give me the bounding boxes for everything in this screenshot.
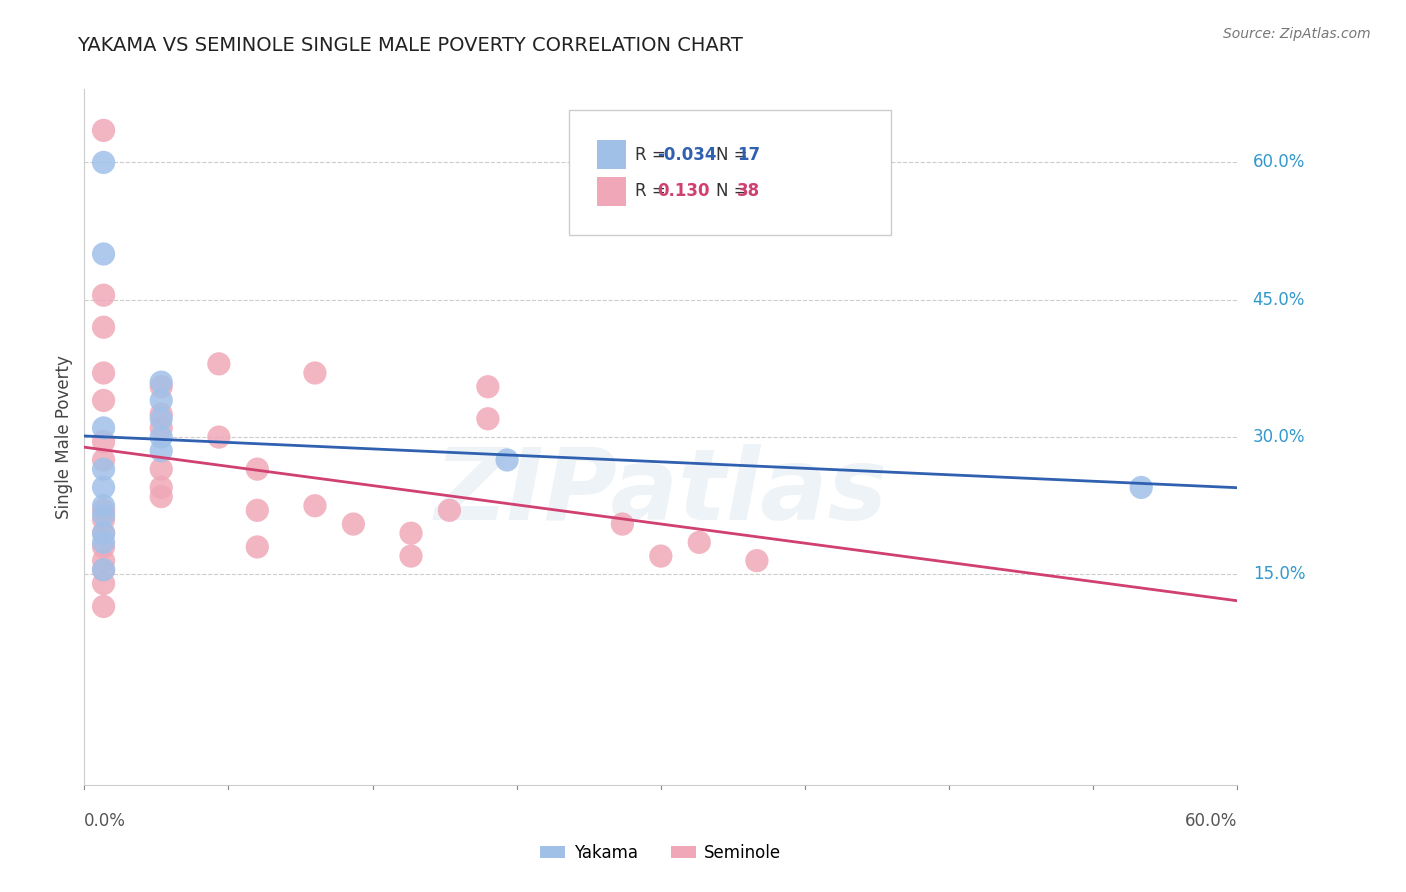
Point: [150, 393, 173, 408]
Point: [93, 320, 115, 334]
Text: R =: R =: [636, 145, 672, 163]
Point: [93, 155, 115, 169]
Point: [150, 462, 173, 476]
Point: [93, 247, 115, 261]
Point: [93, 421, 115, 435]
Point: [1130, 480, 1153, 494]
Point: [150, 411, 173, 425]
Text: Source: ZipAtlas.com: Source: ZipAtlas.com: [1223, 27, 1371, 41]
Point: [477, 411, 499, 425]
Point: [150, 443, 173, 458]
Point: [150, 421, 173, 435]
Text: 17: 17: [737, 145, 761, 163]
Point: [93, 576, 115, 591]
Point: [650, 549, 672, 563]
Point: [93, 503, 115, 517]
Text: 0.130: 0.130: [658, 183, 710, 201]
Point: [93, 288, 115, 302]
Point: [93, 512, 115, 526]
Y-axis label: Single Male Poverty: Single Male Poverty: [55, 355, 73, 519]
Text: YAKAMA VS SEMINOLE SINGLE MALE POVERTY CORRELATION CHART: YAKAMA VS SEMINOLE SINGLE MALE POVERTY C…: [77, 36, 744, 54]
Point: [93, 499, 115, 513]
Text: -0.034: -0.034: [658, 145, 717, 163]
Point: [150, 480, 173, 494]
Text: 0.0%: 0.0%: [84, 813, 127, 830]
Point: [496, 453, 519, 467]
Point: [93, 526, 115, 541]
Point: [150, 375, 173, 389]
Point: [246, 503, 269, 517]
FancyBboxPatch shape: [598, 140, 626, 169]
Point: [246, 462, 269, 476]
Point: [93, 563, 115, 577]
Text: 60.0%: 60.0%: [1253, 153, 1305, 171]
Point: [93, 563, 115, 577]
Point: [612, 516, 634, 531]
Point: [93, 599, 115, 614]
Text: 45.0%: 45.0%: [1253, 291, 1305, 309]
Point: [93, 462, 115, 476]
Text: 60.0%: 60.0%: [1185, 813, 1237, 830]
Point: [93, 366, 115, 380]
Point: [93, 526, 115, 541]
Point: [745, 554, 768, 568]
Point: [246, 540, 269, 554]
Point: [93, 554, 115, 568]
Point: [208, 430, 231, 444]
Point: [399, 526, 422, 541]
Point: [93, 540, 115, 554]
Text: 30.0%: 30.0%: [1253, 428, 1305, 446]
Point: [93, 123, 115, 137]
Text: 38: 38: [737, 183, 761, 201]
Point: [150, 407, 173, 421]
Text: N =: N =: [716, 145, 754, 163]
Point: [93, 434, 115, 449]
Point: [399, 549, 422, 563]
Point: [439, 503, 461, 517]
Point: [150, 430, 173, 444]
Point: [93, 508, 115, 522]
Point: [208, 357, 231, 371]
Point: [304, 366, 326, 380]
Point: [93, 535, 115, 549]
Point: [93, 480, 115, 494]
Text: N =: N =: [716, 183, 754, 201]
FancyBboxPatch shape: [568, 110, 891, 235]
Legend: Yakama, Seminole: Yakama, Seminole: [534, 837, 787, 869]
Point: [93, 453, 115, 467]
FancyBboxPatch shape: [598, 177, 626, 206]
Point: [477, 380, 499, 394]
Point: [150, 490, 173, 504]
Text: ZIPatlas: ZIPatlas: [434, 444, 887, 541]
Point: [688, 535, 710, 549]
Point: [342, 516, 364, 531]
Point: [93, 393, 115, 408]
Text: 15.0%: 15.0%: [1253, 566, 1305, 583]
Text: R =: R =: [636, 183, 672, 201]
Point: [304, 499, 326, 513]
Point: [150, 380, 173, 394]
